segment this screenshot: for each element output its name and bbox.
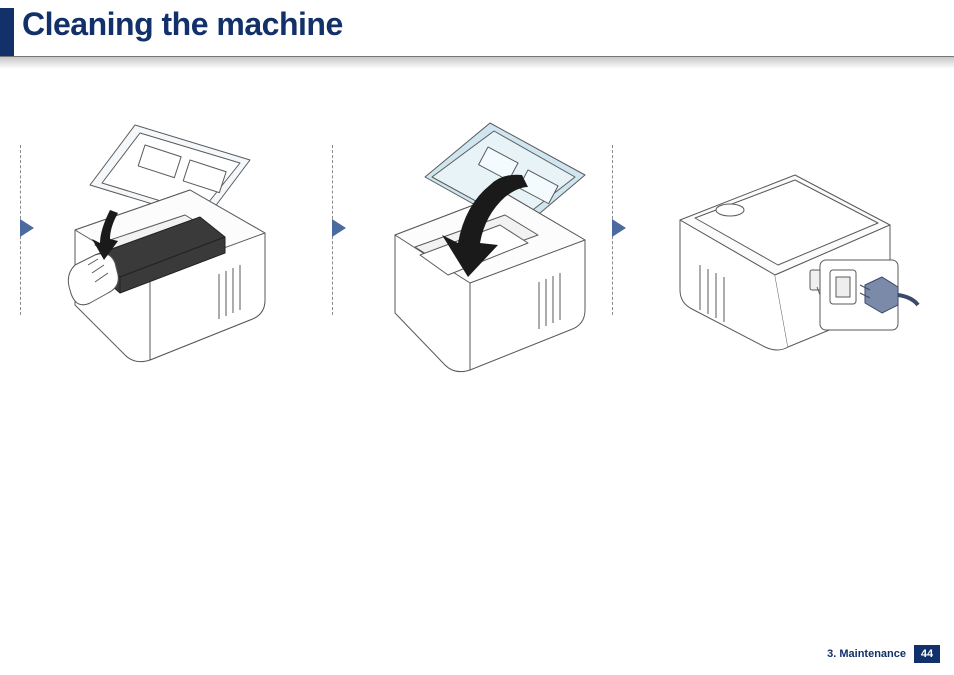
header-rule [0,56,954,74]
header-accent-tab [0,8,14,56]
step-arrow-icon [332,219,346,237]
diagram-close-lid [370,115,630,375]
step-arrow-icon [20,219,34,237]
page-header: Cleaning the machine [0,0,954,64]
page-number-badge: 44 [914,645,940,663]
page-title: Cleaning the machine [22,6,343,43]
page-footer: 3. Maintenance 44 [827,645,940,663]
diagram-row [0,105,954,405]
chapter-label: 3. Maintenance [827,648,906,660]
diagram-plug-power [660,115,920,375]
diagram-reinsert-cartridge [40,115,300,375]
step-arrow-icon [612,219,626,237]
